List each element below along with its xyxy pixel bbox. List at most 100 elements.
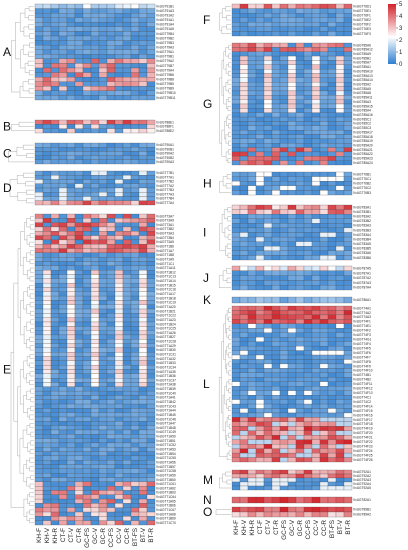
heatmap-cell	[82, 330, 92, 336]
heatmap-cell	[98, 200, 108, 206]
heatmap-cell	[106, 378, 116, 383]
heatmap-cell	[311, 55, 321, 61]
heatmap-cell	[303, 69, 313, 74]
heatmap-cell	[74, 408, 84, 413]
heatmap-cell	[106, 412, 116, 418]
heatmap-cell	[106, 151, 116, 156]
heatmap-cell	[42, 17, 52, 23]
gene-label: VvUGT71A26	[156, 331, 176, 335]
heatmap-cell	[122, 481, 132, 487]
heatmap-cell	[74, 261, 84, 266]
heatmap-cell	[255, 22, 265, 27]
heatmap-cell	[263, 350, 273, 356]
heatmap-cell	[130, 257, 140, 262]
heatmap-cell	[239, 17, 249, 23]
heatmap-cell	[335, 473, 345, 479]
dendrogram-branch	[222, 394, 226, 431]
heatmap-cell	[82, 170, 92, 176]
heatmap-cell	[295, 204, 305, 210]
heatmap-cell	[279, 17, 289, 23]
gene-label: VvUGT71A50	[156, 435, 176, 439]
heatmap-cell	[343, 319, 353, 324]
heatmap-cell	[146, 507, 156, 513]
heatmap-cell	[34, 196, 44, 201]
heatmap-cell	[58, 265, 68, 271]
heatmap-cell	[34, 382, 44, 387]
heatmap-cell	[247, 13, 257, 18]
heatmap-cell	[146, 494, 156, 500]
heatmap-cell	[42, 425, 52, 431]
heatmap-cell	[50, 434, 60, 439]
column-label: CT-V	[265, 519, 272, 534]
column-label: BT-FS	[329, 520, 336, 538]
gene-label: VvUGT74F17	[353, 418, 373, 422]
gene-label: VvUGT85A21	[353, 148, 373, 152]
heatmap-cell	[303, 121, 313, 126]
panel-K	[231, 296, 353, 304]
group-label-I: I	[203, 226, 206, 240]
heatmap-cell	[239, 435, 249, 440]
heatmap-cell	[42, 369, 52, 374]
heatmap-cell	[231, 275, 241, 281]
heatmap-cell	[74, 183, 84, 189]
heatmap-cell	[239, 412, 249, 418]
heatmap-cell	[247, 430, 257, 436]
heatmap-cell	[42, 416, 52, 422]
heatmap-cell	[327, 296, 337, 304]
heatmap-cell	[319, 337, 329, 342]
heatmap-cell	[82, 231, 92, 236]
dendrogram-branch	[224, 209, 228, 219]
gene-label: VvUGT71A9	[156, 257, 174, 261]
heatmap-cell	[114, 421, 124, 426]
heatmap-cell	[114, 49, 124, 55]
heatmap-cell	[138, 244, 148, 249]
heatmap-cell	[50, 282, 60, 288]
heatmap-cell	[263, 250, 273, 256]
heatmap-cell	[311, 171, 321, 177]
heatmap-cell	[58, 119, 68, 125]
heatmap-cell	[335, 426, 345, 431]
heatmap-cell	[303, 31, 313, 37]
heatmap-cell	[303, 112, 313, 118]
heatmap-cell	[34, 434, 44, 439]
heatmap-cell	[343, 64, 353, 70]
heatmap-cell	[66, 486, 76, 491]
heatmap-cell	[279, 305, 289, 311]
heatmap-cell	[66, 373, 76, 379]
heatmap-cell	[130, 447, 140, 452]
heatmap-cell	[146, 218, 156, 223]
heatmap-cell	[239, 147, 249, 153]
heatmap-cell	[66, 308, 76, 314]
heatmap-cell	[138, 408, 148, 413]
dendrogram-branch	[225, 6, 231, 12]
heatmap-cell	[34, 378, 44, 383]
heatmap-cell	[74, 339, 84, 344]
heatmap-cell	[106, 26, 116, 32]
heatmap-cell	[263, 265, 273, 271]
heatmap-cell	[231, 218, 241, 224]
gene-label: VvUGT92A3	[353, 478, 371, 482]
heatmap-cell	[66, 425, 76, 431]
heatmap-cell	[90, 520, 100, 526]
heatmap-cell	[239, 310, 249, 316]
heatmap-cell	[74, 218, 84, 223]
heatmap-cell	[34, 321, 44, 327]
heatmap-cell	[130, 451, 140, 457]
heatmap-cell	[146, 490, 156, 495]
heatmap-cell	[343, 90, 353, 96]
dendrogram-branch	[225, 314, 228, 333]
heatmap-cell	[98, 235, 108, 241]
heatmap-cell	[138, 192, 148, 197]
heatmap-cell	[303, 359, 313, 365]
heatmap-cell	[58, 170, 68, 176]
heatmap-cell	[74, 343, 84, 349]
heatmap-cell	[279, 130, 289, 135]
heatmap-cell	[287, 47, 297, 52]
heatmap-cell	[98, 26, 108, 32]
heatmap-cell	[82, 274, 92, 279]
heatmap-cell	[335, 270, 345, 276]
heatmap-cell	[66, 274, 76, 279]
heatmap-cell	[138, 63, 148, 69]
heatmap-cell	[82, 155, 92, 160]
heatmap-cell	[98, 95, 108, 101]
